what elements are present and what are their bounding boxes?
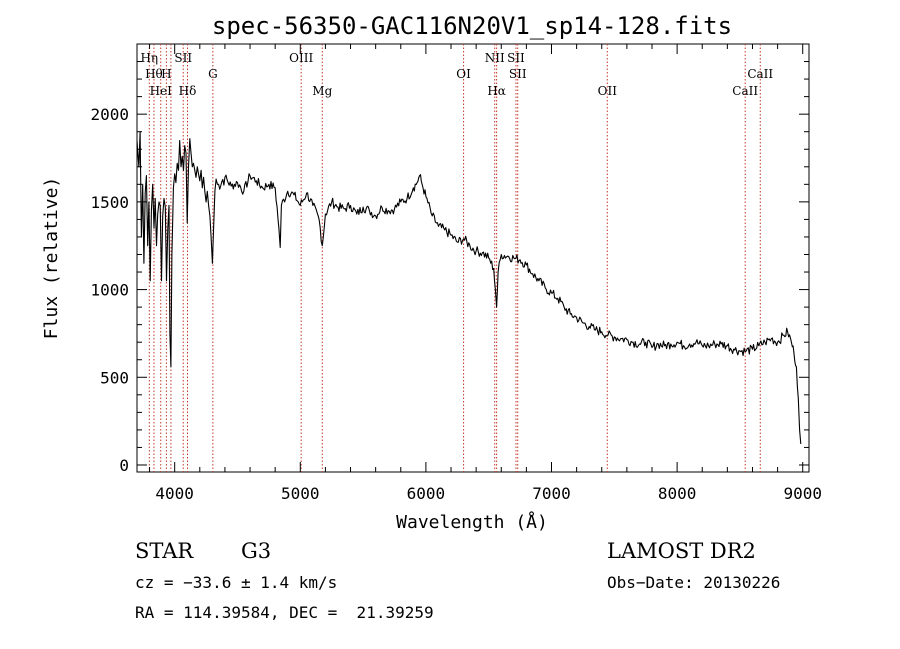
y-tick-label: 1000: [90, 281, 129, 300]
x-axis-label: Wavelength (Å): [396, 511, 548, 533]
x-tick-label: 5000: [281, 484, 320, 503]
x-axis: 4000 5000 6000 7000 8000 9000: [149, 44, 822, 503]
line-label: G: [208, 67, 218, 81]
line-label: Hδ: [179, 84, 197, 98]
y-tick-label: 2000: [90, 105, 129, 124]
line-label: HeI: [150, 84, 173, 98]
line-label: CaII: [732, 84, 758, 98]
line-label: CaII: [747, 67, 773, 81]
line-label: OIII: [289, 51, 313, 65]
spectrum-series-line: [136, 131, 802, 444]
line-label: OI: [456, 67, 471, 81]
line-label: SII: [507, 51, 525, 65]
x-tick-label: 8000: [658, 484, 697, 503]
line-label: NII: [485, 51, 505, 65]
line-label: Mg: [312, 84, 332, 98]
coordinates: RA = 114.39584, DEC = 21.39259: [135, 603, 434, 622]
obs-date: Obs−Date: 20130226: [607, 573, 781, 592]
object-class: STAR: [135, 539, 194, 563]
line-label: Hα: [487, 84, 506, 98]
y-tick-label: 500: [100, 368, 129, 387]
line-label: Hη: [140, 51, 158, 65]
spectral-line-markers: [148, 44, 761, 472]
x-tick-label: 6000: [407, 484, 446, 503]
x-tick-label: 9000: [783, 484, 822, 503]
line-label: SII: [509, 67, 527, 81]
y-tick-label: 1500: [90, 193, 129, 212]
x-tick-label: 4000: [155, 484, 194, 503]
redshift-cz: cz = −33.6 ± 1.4 km/s: [135, 573, 338, 592]
line-label: Hθ: [145, 67, 163, 81]
y-tick-label: 0: [119, 456, 129, 475]
y-axis-label: Flux (relative): [41, 177, 62, 340]
line-label: H: [161, 67, 171, 81]
line-label: OII: [598, 84, 618, 98]
chart-title: spec-56350-GAC116N20V1_sp14-128.fits: [212, 12, 732, 40]
object-subclass: G3: [241, 539, 272, 563]
survey-name: LAMOST DR2: [607, 539, 756, 563]
line-label: SII: [174, 51, 192, 65]
plot-frame: [136, 43, 810, 473]
y-axis: 0 500 1000 1500 2000: [90, 61, 809, 475]
x-tick-label: 7000: [532, 484, 571, 503]
